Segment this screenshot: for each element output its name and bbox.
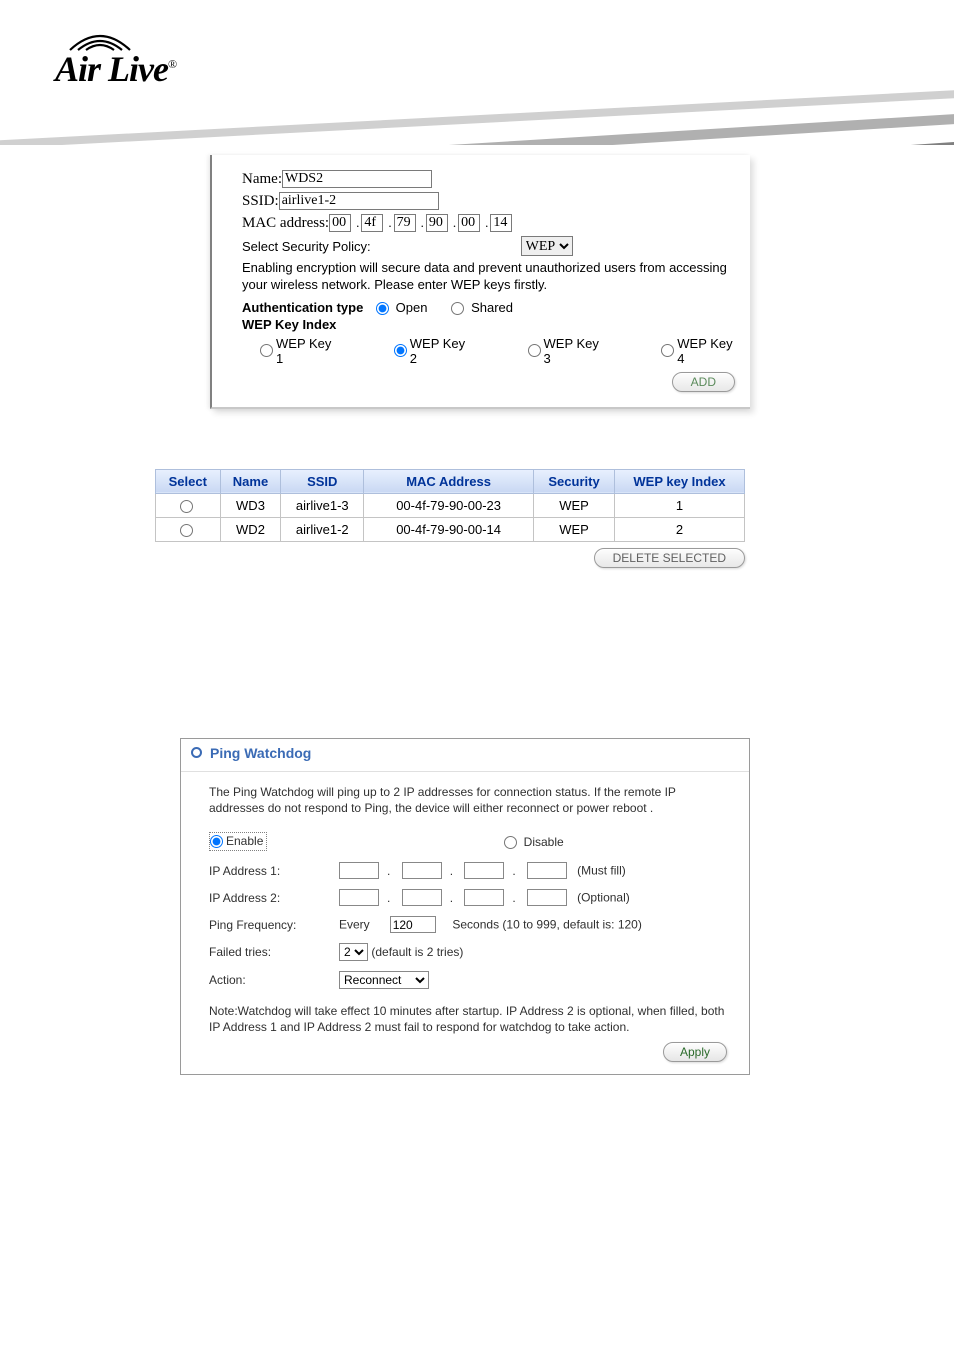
action-label: Action: bbox=[209, 972, 339, 988]
wds-form-panel: Name: SSID: MAC address: . . . . . Selec… bbox=[210, 155, 750, 409]
ping-watchdog-header: Ping Watchdog bbox=[181, 739, 749, 772]
disable-radio[interactable] bbox=[504, 836, 517, 849]
enable-radio[interactable] bbox=[210, 835, 223, 848]
ip1-seg1[interactable] bbox=[339, 862, 379, 879]
wep-key-3-radio[interactable] bbox=[528, 344, 541, 357]
auth-type-label: Authentication type bbox=[242, 300, 370, 315]
wep-key-4-radio[interactable] bbox=[661, 344, 674, 357]
brand-text: Air Live® bbox=[55, 49, 176, 89]
ip1-seg4[interactable] bbox=[527, 862, 567, 879]
row-ssid: airlive1-3 bbox=[281, 493, 364, 517]
col-ssid: SSID bbox=[281, 469, 364, 493]
ip1-seg3[interactable] bbox=[464, 862, 504, 879]
wep-key-index-label: WEP Key Index bbox=[242, 317, 735, 332]
page-header: Air Live® bbox=[0, 0, 954, 145]
wep-key-2-radio[interactable] bbox=[394, 344, 407, 357]
ip2-seg4[interactable] bbox=[527, 889, 567, 906]
row-wep-index: 1 bbox=[615, 493, 745, 517]
ping-frequency-label: Ping Frequency: bbox=[209, 917, 339, 933]
bullet-icon bbox=[191, 747, 202, 758]
table-row: WD2airlive1-200-4f-79-90-00-14WEP2 bbox=[156, 517, 745, 541]
ip2-seg3[interactable] bbox=[464, 889, 504, 906]
security-policy-label: Select Security Policy: bbox=[242, 239, 371, 254]
ip2-label: IP Address 2: bbox=[209, 890, 339, 906]
failed-tries-label: Failed tries: bbox=[209, 944, 339, 960]
row-mac: 00-4f-79-90-00-14 bbox=[364, 517, 534, 541]
row-ssid: airlive1-2 bbox=[281, 517, 364, 541]
name-label: Name: bbox=[242, 171, 282, 188]
header-swoosh bbox=[0, 85, 954, 145]
auth-shared-radio[interactable] bbox=[451, 302, 464, 315]
add-button[interactable]: ADD bbox=[672, 372, 735, 392]
brand-logo: Air Live® bbox=[55, 28, 176, 90]
mac-input-3[interactable] bbox=[394, 214, 416, 232]
security-description: Enabling encryption will secure data and… bbox=[242, 260, 735, 294]
col-wepindex: WEP key Index bbox=[615, 469, 745, 493]
ip2-note: (Optional) bbox=[577, 891, 630, 905]
mac-label: MAC address: bbox=[242, 215, 329, 232]
col-security: Security bbox=[534, 469, 615, 493]
ip1-note: (Must fill) bbox=[577, 864, 626, 878]
row-wep-index: 2 bbox=[615, 517, 745, 541]
mac-input-1[interactable] bbox=[329, 214, 351, 232]
mac-input-6[interactable] bbox=[490, 214, 512, 232]
row-select-radio[interactable] bbox=[180, 500, 193, 513]
disable-option[interactable]: Disable bbox=[504, 835, 563, 849]
auth-open-option[interactable]: Open bbox=[376, 300, 427, 315]
row-security: WEP bbox=[534, 517, 615, 541]
security-policy-select[interactable]: WEP bbox=[521, 236, 573, 256]
ip2-seg1[interactable] bbox=[339, 889, 379, 906]
ip1-seg2[interactable] bbox=[402, 862, 442, 879]
ip1-label: IP Address 1: bbox=[209, 863, 339, 879]
wds-table: Select Name SSID MAC Address Security WE… bbox=[155, 469, 745, 542]
row-name: WD2 bbox=[220, 517, 281, 541]
ssid-label: SSID: bbox=[242, 193, 279, 210]
mac-input-4[interactable] bbox=[426, 214, 448, 232]
ping-watchdog-intro: The Ping Watchdog will ping up to 2 IP a… bbox=[209, 784, 729, 816]
col-name: Name bbox=[220, 469, 281, 493]
row-security: WEP bbox=[534, 493, 615, 517]
failed-tries-select[interactable]: 2 bbox=[339, 943, 368, 961]
ping-frequency-input[interactable] bbox=[390, 916, 436, 933]
ping-watchdog-title: Ping Watchdog bbox=[210, 745, 311, 761]
row-name: WD3 bbox=[220, 493, 281, 517]
freq-note: Seconds (10 to 999, default is: 120) bbox=[452, 918, 641, 932]
ssid-input[interactable] bbox=[279, 192, 439, 210]
row-select-radio[interactable] bbox=[180, 524, 193, 537]
col-mac: MAC Address bbox=[364, 469, 534, 493]
row-mac: 00-4f-79-90-00-23 bbox=[364, 493, 534, 517]
wep-key-1-radio[interactable] bbox=[260, 344, 273, 357]
delete-selected-button[interactable]: DELETE SELECTED bbox=[594, 548, 745, 568]
table-row: WD3airlive1-300-4f-79-90-00-23WEP1 bbox=[156, 493, 745, 517]
wep-key-2-option[interactable]: WEP Key 2 bbox=[394, 336, 468, 366]
enable-option[interactable]: Enable bbox=[209, 832, 267, 850]
auth-open-radio[interactable] bbox=[376, 302, 389, 315]
tries-note: (default is 2 tries) bbox=[371, 945, 463, 959]
col-select: Select bbox=[156, 469, 221, 493]
wep-key-1-option[interactable]: WEP Key 1 bbox=[260, 336, 334, 366]
mac-input-5[interactable] bbox=[458, 214, 480, 232]
wep-key-4-option[interactable]: WEP Key 4 bbox=[661, 336, 735, 366]
ip2-seg2[interactable] bbox=[402, 889, 442, 906]
wds-table-section: Select Name SSID MAC Address Security WE… bbox=[155, 469, 745, 568]
freq-every: Every bbox=[339, 918, 370, 932]
wep-key-3-option[interactable]: WEP Key 3 bbox=[528, 336, 602, 366]
action-select[interactable]: Reconnect bbox=[339, 971, 429, 989]
auth-shared-option[interactable]: Shared bbox=[451, 300, 513, 315]
mac-input-2[interactable] bbox=[361, 214, 383, 232]
apply-button[interactable]: Apply bbox=[663, 1042, 727, 1062]
name-input[interactable] bbox=[282, 170, 432, 188]
watchdog-note: Note:Watchdog will take effect 10 minute… bbox=[209, 1003, 729, 1035]
ping-watchdog-panel: Ping Watchdog The Ping Watchdog will pin… bbox=[180, 738, 750, 1075]
